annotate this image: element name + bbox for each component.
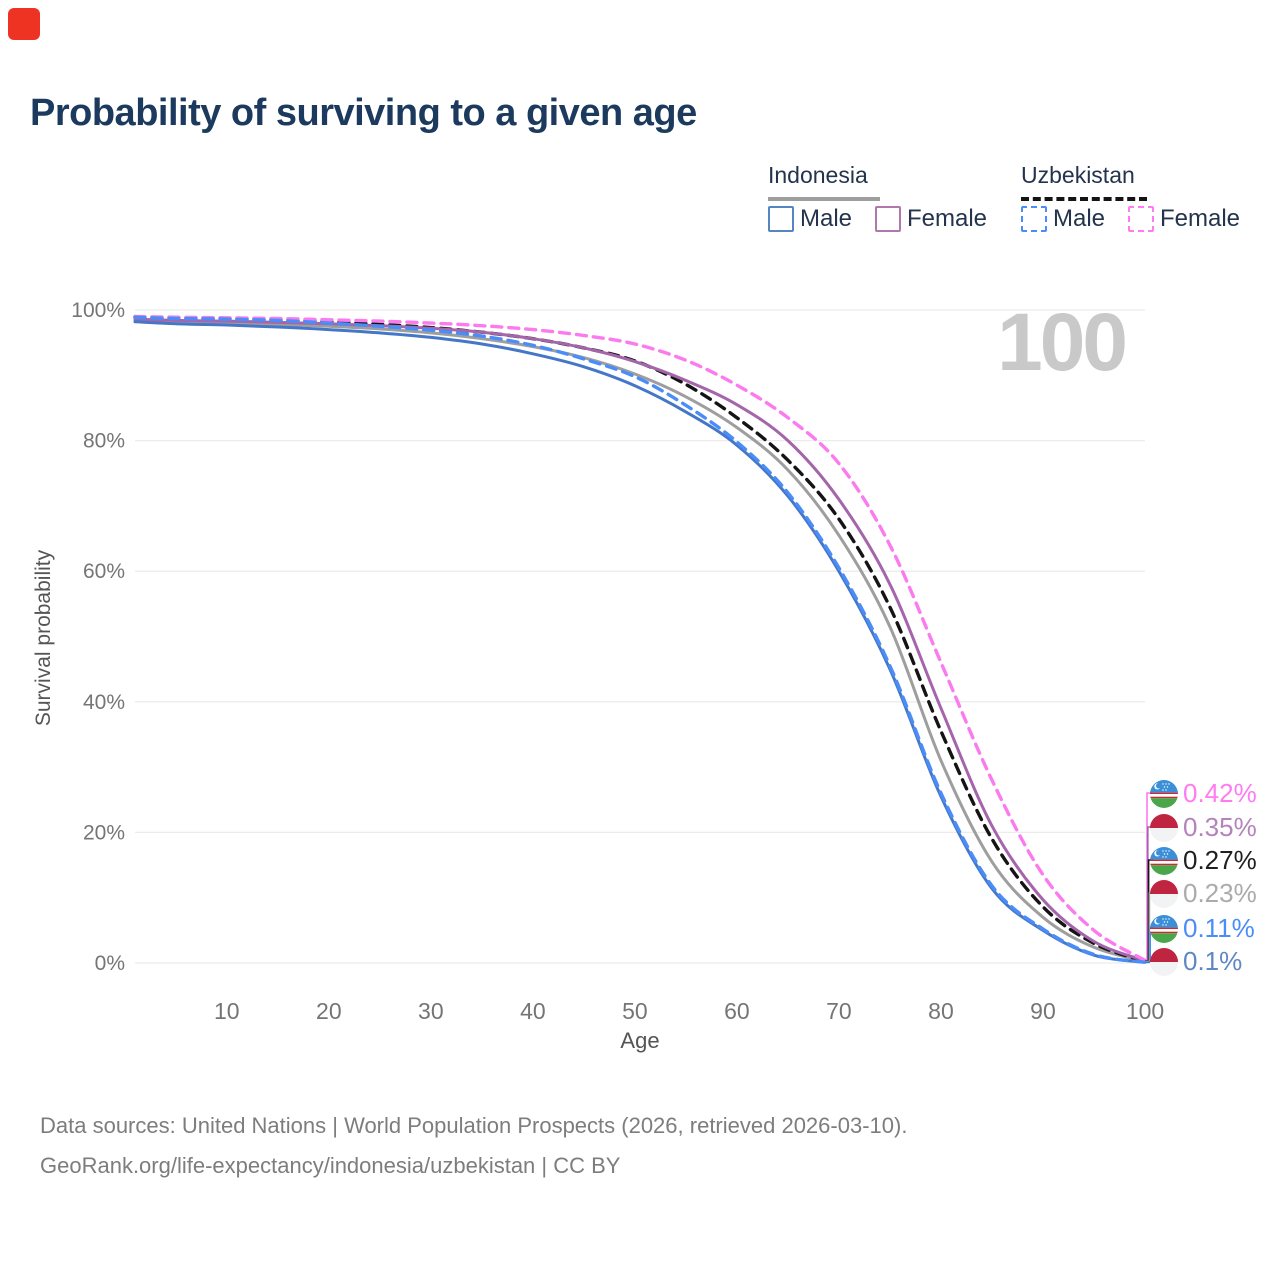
legend-label: Female (907, 205, 988, 232)
indonesia-line-sample (768, 197, 880, 201)
footer: Data sources: United Nations | World Pop… (40, 1106, 907, 1186)
end-label-value: 0.11% (1183, 913, 1255, 943)
end-label-uzbekistan-female: 0.42% (1150, 778, 1257, 809)
legend-group-uzbekistan: Uzbekistan (1021, 162, 1147, 201)
x-tick-label: 40 (520, 998, 546, 1024)
y-tick-label: 60% (83, 560, 125, 583)
end-label-uzbekistan: 0.27% (1150, 845, 1257, 876)
y-tick-label: 20% (83, 821, 125, 844)
y-tick-label: 0% (95, 952, 125, 975)
legend-item-indonesia-male[interactable]: Male (768, 205, 852, 233)
legend-item-uzbekistan-male[interactable]: Male (1021, 205, 1105, 233)
legend-label: Male (800, 205, 853, 232)
uzbekistan-female-swatch (1128, 206, 1154, 232)
legend-label: Female (1160, 205, 1241, 232)
y-tick-label: 40% (83, 691, 125, 714)
y-axis-title: Survival probability (32, 549, 55, 727)
legend-country-uzbekistan[interactable]: Uzbekistan (1021, 162, 1135, 188)
y-tick-label: 80% (83, 430, 125, 453)
end-label-value: 0.35% (1183, 812, 1257, 842)
series-line-uzbekistan-female[interactable] (133, 314, 1147, 962)
x-tick-label: 50 (622, 998, 648, 1024)
end-label-value: 0.23% (1183, 878, 1257, 908)
x-tick-label: 60 (724, 998, 750, 1024)
uzbekistan-flag-icon (1150, 846, 1178, 875)
legend-country-indonesia[interactable]: Indonesia (768, 162, 868, 188)
legend-item-indonesia-female[interactable]: Female (875, 205, 987, 233)
indonesia-male-swatch (768, 206, 794, 232)
uzbekistan-flag-icon (1150, 914, 1178, 943)
x-tick-label: 20 (316, 998, 342, 1024)
x-axis-title: Age (620, 1028, 660, 1053)
end-label-value: 0.42% (1183, 778, 1257, 808)
end-label-indonesia-male: 0.1% (1150, 946, 1242, 977)
legend-label: Male (1053, 205, 1106, 232)
end-label-indonesia-female: 0.35% (1150, 812, 1257, 843)
uzbekistan-male-swatch (1021, 206, 1047, 232)
legend-group-indonesia: Indonesia (768, 162, 880, 201)
uzbekistan-flag-icon (1150, 846, 1178, 875)
y-tick-label: 100% (71, 299, 125, 322)
series-line-uzbekistan-male[interactable] (133, 315, 1147, 964)
end-label-value: 0.1% (1183, 946, 1243, 976)
page-title: Probability of surviving to a given age (30, 92, 697, 134)
end-label-uzbekistan-male: 0.11% (1150, 913, 1255, 944)
indonesia-flag-icon (1150, 879, 1178, 908)
x-tick-label: 80 (928, 998, 954, 1024)
end-label-value: 0.27% (1183, 845, 1257, 875)
end-label-indonesia: 0.23% (1150, 878, 1257, 909)
x-tick-label: 10 (214, 998, 240, 1024)
legend-item-uzbekistan-female[interactable]: Female (1128, 205, 1240, 233)
age-watermark: 100 (997, 297, 1128, 388)
indonesia-flag-icon (1150, 879, 1178, 908)
uzbekistan-flag-icon (1150, 779, 1178, 808)
red-marker (8, 8, 40, 40)
x-tick-label: 30 (418, 998, 444, 1024)
indonesia-flag-icon (1150, 813, 1178, 842)
series-line-indonesia[interactable] (133, 318, 1147, 963)
x-tick-label: 90 (1030, 998, 1056, 1024)
indonesia-female-swatch (875, 206, 901, 232)
x-tick-label: 100 (1126, 998, 1164, 1024)
uzbekistan-flag-icon (1150, 914, 1178, 943)
uzbekistan-line-sample (1021, 197, 1147, 201)
indonesia-flag-icon (1150, 947, 1178, 976)
indonesia-flag-icon (1150, 947, 1178, 976)
indonesia-flag-icon (1150, 813, 1178, 842)
uzbekistan-flag-icon (1150, 779, 1178, 808)
attribution-line: GeoRank.org/life-expectancy/indonesia/uz… (40, 1153, 621, 1178)
x-tick-label: 70 (826, 998, 852, 1024)
data-sources-line: Data sources: United Nations | World Pop… (40, 1113, 908, 1138)
